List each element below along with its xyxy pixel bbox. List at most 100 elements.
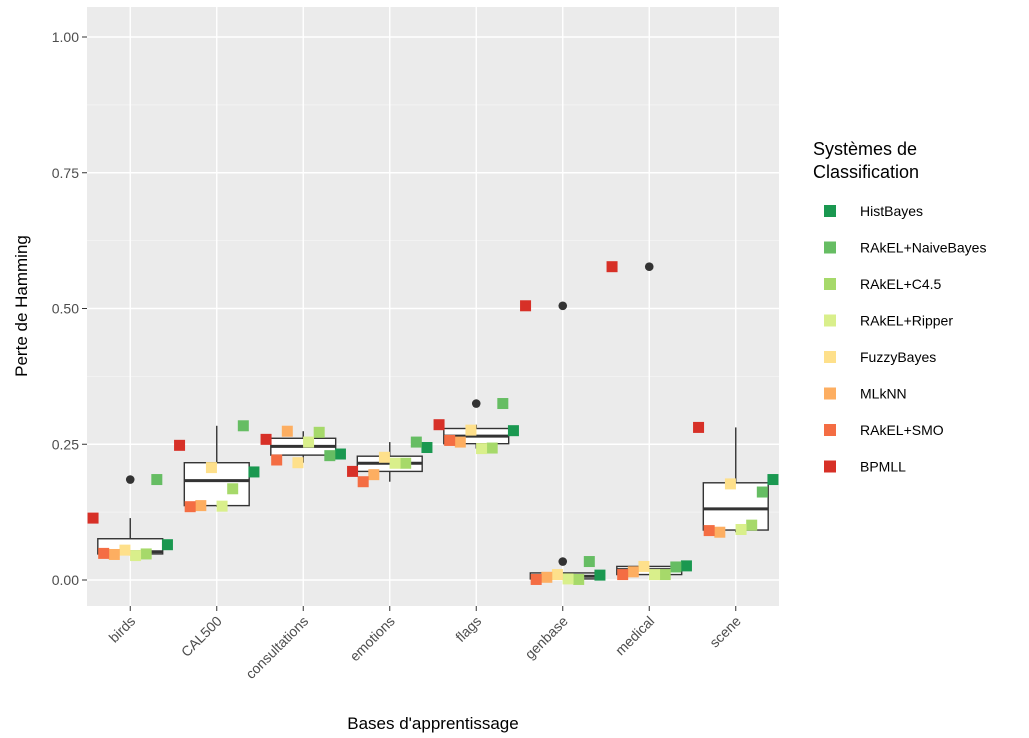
x-axis-title: Bases d'apprentissage bbox=[347, 714, 518, 733]
point-rakel-c4-5-scene bbox=[746, 519, 758, 531]
point-fuzzybayes-birds bbox=[119, 544, 131, 556]
x-tick-label: genbase bbox=[522, 613, 571, 662]
data-points bbox=[87, 261, 779, 585]
point-mlknn-flags bbox=[454, 436, 466, 448]
point-bpmll-scene bbox=[693, 421, 705, 433]
point-rakel-c4-5-birds bbox=[140, 548, 152, 560]
point-mlknn-birds bbox=[108, 548, 120, 560]
point-bpmll-consultations bbox=[260, 433, 272, 445]
legend-label: HistBayes bbox=[860, 203, 923, 219]
point-mlknn-emotions bbox=[368, 469, 380, 481]
point-fuzzybayes-emotions bbox=[378, 451, 390, 463]
point-rakel-naivebayes-medical bbox=[670, 561, 682, 573]
point-rakel-c4-5-consultations bbox=[313, 426, 325, 438]
legend: Systèmes de Classification HistBayes RAkE… bbox=[810, 128, 986, 488]
point-rakel-ripper-flags bbox=[476, 443, 488, 455]
legend-key bbox=[824, 387, 836, 400]
point-rakel-c4-5-medical bbox=[659, 569, 671, 581]
y-tick-label: 0.00 bbox=[52, 572, 79, 588]
point-rakel-smo-emotions bbox=[357, 476, 369, 488]
point-mlknn-scene bbox=[714, 526, 726, 538]
point-rakel-naivebayes-flags bbox=[497, 398, 509, 410]
grid-minor bbox=[87, 104, 779, 513]
point-rakel-naivebayes-consultations bbox=[324, 450, 336, 462]
x-tick-label: emotions bbox=[346, 613, 397, 664]
x-tick-label: birds bbox=[106, 613, 139, 646]
x-tick-label: medical bbox=[612, 613, 657, 658]
point-bpmll-cal500 bbox=[174, 439, 186, 451]
point-bpmll-flags bbox=[433, 419, 445, 431]
point-rakel-naivebayes-scene bbox=[756, 486, 768, 498]
box-outlier bbox=[644, 262, 654, 271]
point-bpmll-emotions bbox=[347, 465, 359, 477]
legend-key bbox=[824, 460, 836, 473]
point-fuzzybayes-consultations bbox=[292, 457, 304, 469]
y-tick-label: 0.50 bbox=[52, 301, 79, 317]
legend-label: BPMLL bbox=[860, 459, 906, 475]
legend-key bbox=[824, 424, 836, 436]
legend-key bbox=[824, 351, 836, 363]
grid-major bbox=[87, 7, 779, 606]
legend-key bbox=[824, 314, 836, 327]
point-rakel-smo-flags bbox=[444, 434, 456, 446]
x-tick-label: scene bbox=[706, 613, 744, 651]
box-outlier bbox=[471, 399, 481, 408]
legend-label: RAkEL+NaiveBayes bbox=[860, 240, 986, 256]
point-bpmll-birds bbox=[87, 512, 99, 524]
point-rakel-smo-consultations bbox=[271, 454, 283, 466]
y-tick-label: 1.00 bbox=[52, 29, 79, 45]
legend-label: RAkEL+C4.5 bbox=[860, 276, 942, 292]
point-histbayes-consultations bbox=[334, 448, 346, 460]
point-mlknn-medical bbox=[627, 566, 639, 578]
point-histbayes-scene bbox=[767, 474, 779, 486]
plot-panel bbox=[87, 7, 779, 606]
legend-title-line-2: Classification bbox=[813, 162, 919, 182]
point-fuzzybayes-scene bbox=[724, 478, 736, 490]
point-rakel-c4-5-emotions bbox=[400, 457, 412, 469]
legend-key bbox=[824, 241, 836, 254]
point-histbayes-emotions bbox=[421, 442, 433, 454]
point-bpmll-genbase bbox=[520, 300, 532, 312]
y-axis-title: Perte de Hamming bbox=[12, 235, 31, 377]
y-tick-label: 0.25 bbox=[52, 436, 79, 452]
x-tick-label: CAL500 bbox=[178, 613, 225, 660]
legend-label: FuzzyBayes bbox=[860, 349, 936, 365]
point-fuzzybayes-genbase bbox=[551, 569, 563, 581]
y-tick-label: 0.75 bbox=[52, 165, 79, 181]
box-outlier bbox=[125, 475, 135, 484]
point-rakel-ripper-scene bbox=[735, 524, 747, 536]
point-rakel-smo-cal500 bbox=[184, 501, 196, 513]
point-fuzzybayes-cal500 bbox=[205, 462, 217, 474]
point-rakel-ripper-medical bbox=[649, 569, 661, 581]
legend-key bbox=[824, 205, 836, 217]
legend-key bbox=[824, 278, 836, 290]
point-rakel-ripper-cal500 bbox=[216, 500, 228, 512]
legend-label: MLkNN bbox=[860, 386, 907, 402]
point-rakel-naivebayes-genbase bbox=[583, 556, 595, 568]
point-rakel-c4-5-cal500 bbox=[227, 483, 239, 495]
x-tick-label: consultations bbox=[242, 613, 311, 682]
legend-items: HistBayes RAkEL+NaiveBayes RAkEL+C4.5 RAkEL… bbox=[824, 203, 986, 475]
point-rakel-naivebayes-birds bbox=[151, 474, 163, 486]
point-rakel-ripper-genbase bbox=[562, 573, 574, 585]
point-rakel-smo-genbase bbox=[530, 573, 542, 585]
x-tick-label: flags bbox=[452, 613, 484, 645]
point-mlknn-consultations bbox=[281, 425, 293, 437]
point-bpmll-medical bbox=[606, 261, 618, 273]
point-rakel-ripper-birds bbox=[130, 550, 142, 562]
point-rakel-smo-scene bbox=[703, 525, 715, 537]
point-histbayes-genbase bbox=[594, 569, 606, 581]
point-histbayes-flags bbox=[507, 425, 519, 437]
legend-label: RAkEL+SMO bbox=[860, 422, 944, 438]
box-outlier bbox=[558, 301, 568, 311]
point-rakel-naivebayes-emotions bbox=[410, 436, 422, 448]
point-rakel-c4-5-genbase bbox=[573, 573, 585, 585]
point-rakel-ripper-consultations bbox=[303, 436, 315, 448]
point-rakel-c4-5-flags bbox=[486, 442, 498, 454]
point-rakel-smo-medical bbox=[617, 569, 629, 581]
point-rakel-smo-birds bbox=[98, 547, 110, 559]
point-rakel-ripper-emotions bbox=[389, 457, 401, 469]
point-mlknn-genbase bbox=[541, 571, 553, 583]
point-fuzzybayes-medical bbox=[638, 560, 650, 572]
legend-label: RAkEL+Ripper bbox=[860, 313, 953, 329]
